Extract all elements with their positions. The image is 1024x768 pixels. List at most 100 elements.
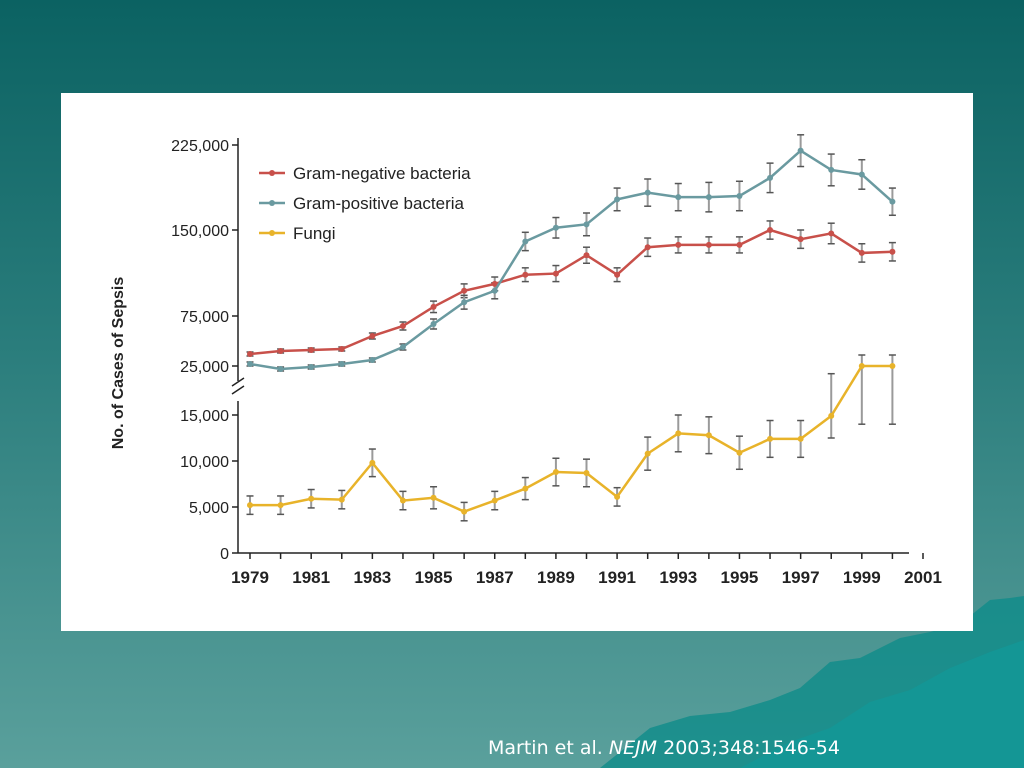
data-point [858, 363, 865, 369]
y-tick-label: 25,000 [180, 359, 229, 376]
data-point [614, 196, 621, 203]
data-point [675, 241, 682, 248]
data-point [828, 412, 835, 419]
data-point [889, 198, 896, 205]
data-point [644, 189, 651, 196]
y-axis-label: No. of Cases of Sepsis [110, 277, 127, 450]
data-point [736, 449, 743, 456]
legend-marker [269, 230, 275, 236]
data-point [797, 147, 804, 154]
data-point [522, 271, 529, 278]
x-tick-label: 1993 [659, 568, 697, 587]
data-point [399, 323, 406, 329]
data-point [767, 435, 774, 442]
data-point [583, 221, 590, 228]
data-point [767, 227, 774, 233]
data-point [369, 333, 376, 339]
legend-label: Gram-positive bacteria [293, 194, 465, 213]
x-tick-label: 1979 [231, 568, 269, 587]
data-point [369, 357, 376, 363]
data-point [705, 432, 712, 439]
data-point [797, 435, 804, 442]
legend-marker [269, 200, 275, 206]
x-tick-label: 1999 [843, 568, 881, 587]
data-point [430, 494, 437, 501]
figure-panel: 25,000 75,000 150,000 225,000 0 5,000 10,000 15… [61, 93, 973, 631]
data-point [491, 497, 498, 504]
error-bars [246, 134, 896, 522]
y-tick-label: 75,000 [180, 309, 229, 326]
series-line [249, 149, 894, 371]
data-point [522, 485, 529, 492]
data-point [644, 450, 651, 457]
mountain-decoration-front [740, 640, 1024, 768]
data-point [889, 248, 896, 255]
x-tick-label: 2001 [904, 568, 942, 587]
data-point [277, 348, 284, 354]
data-point [247, 502, 253, 509]
data-point [247, 361, 253, 367]
data-point [828, 166, 835, 173]
data-point [614, 271, 621, 278]
data-point [247, 351, 253, 357]
data-point [675, 194, 682, 201]
data-point [399, 344, 406, 350]
x-tick-label: 1995 [721, 568, 759, 587]
data-point [797, 236, 804, 243]
x-tick-label: 1989 [537, 568, 575, 587]
data-point [369, 459, 376, 466]
x-tick-label: 1981 [292, 568, 330, 587]
data-point [552, 224, 559, 231]
data-point [736, 241, 743, 248]
citation: Martin et al. NEJM 2003;348:1546-54 [488, 737, 840, 759]
data-point [614, 493, 621, 500]
data-point [308, 347, 315, 353]
data-point [858, 249, 865, 256]
y-tick-label: 5,000 [189, 500, 229, 517]
legend-label: Fungi [293, 224, 336, 243]
data-point [828, 230, 835, 237]
axes: 25,000 75,000 150,000 225,000 0 5,000 10,000 15… [171, 138, 942, 587]
data-point [552, 469, 559, 476]
sepsis-line-chart: 25,000 75,000 150,000 225,000 0 5,000 10,000 15… [110, 134, 942, 587]
x-tick-label: 1983 [353, 568, 391, 587]
series-lines [247, 147, 896, 515]
data-point [461, 508, 468, 515]
data-point [430, 321, 437, 327]
x-tick-label: 1997 [782, 568, 820, 587]
legend: Gram-negative bacteria Gram-positive bact… [259, 164, 471, 243]
data-point [705, 194, 712, 201]
data-point [736, 193, 743, 199]
legend-marker [269, 170, 275, 176]
data-point [308, 495, 315, 502]
data-point [399, 497, 406, 504]
data-point [583, 252, 590, 259]
y-tick-label: 10,000 [180, 454, 229, 471]
series-line [249, 228, 893, 356]
citation-authors: Martin et al. [488, 737, 603, 759]
data-point [338, 346, 345, 352]
y-tick-label: 0 [220, 546, 229, 563]
data-point [858, 171, 865, 178]
y-tick-label: 15,000 [180, 408, 229, 425]
citation-journal: NEJM [608, 737, 658, 759]
data-point [277, 502, 284, 509]
data-point [705, 241, 712, 248]
data-point [552, 270, 559, 277]
data-point [675, 430, 682, 437]
data-point [491, 280, 498, 287]
legend-label: Gram-negative bacteria [293, 164, 471, 183]
data-point [430, 303, 437, 310]
data-point [522, 238, 529, 245]
data-point [491, 287, 498, 294]
data-point [461, 299, 468, 306]
axis-break-mark [231, 377, 245, 387]
y-tick-label: 225,000 [171, 138, 229, 155]
axis-break-mark [231, 385, 245, 395]
data-point [767, 174, 774, 181]
data-point [583, 469, 590, 476]
data-point [644, 244, 651, 251]
data-point [338, 361, 345, 367]
series-line [250, 364, 893, 513]
